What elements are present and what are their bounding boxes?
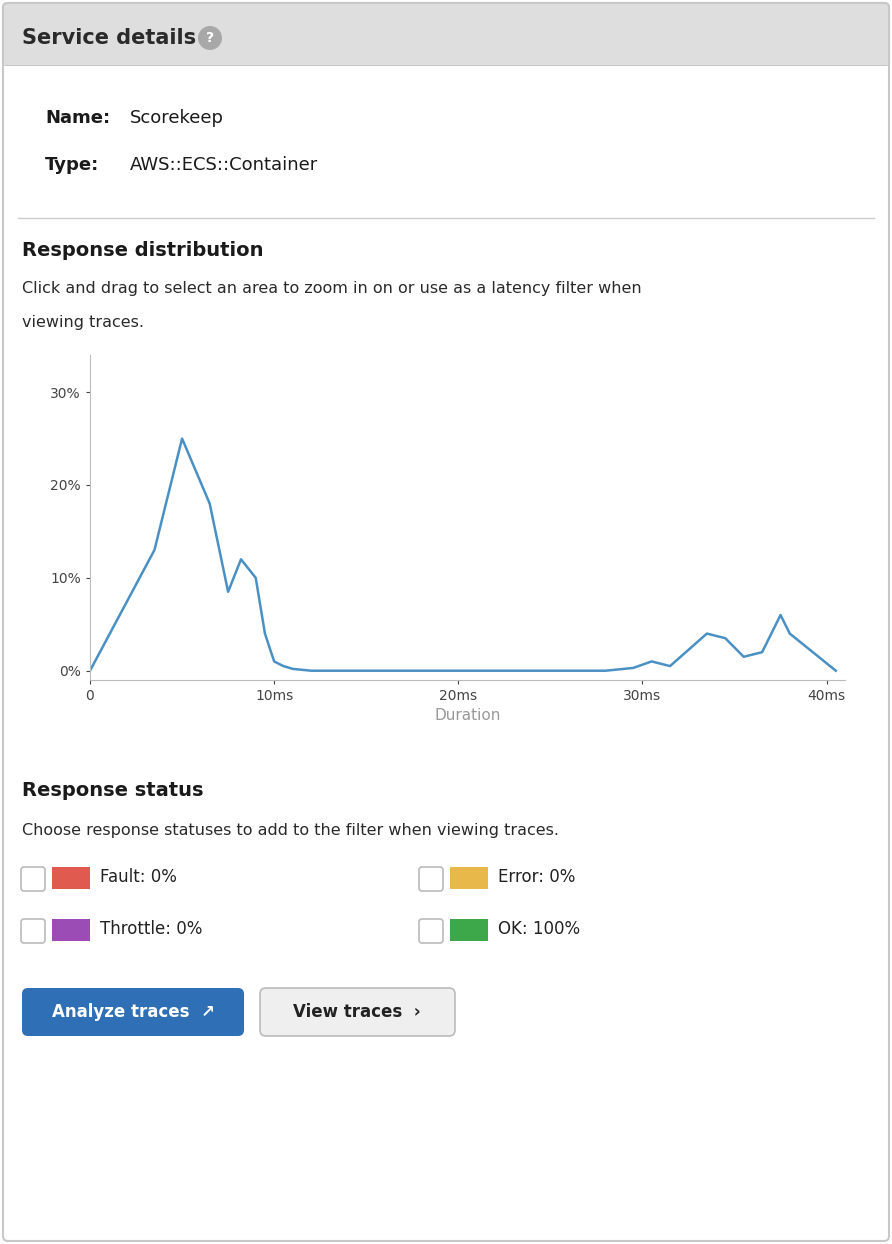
Text: Type:: Type:: [45, 156, 99, 174]
Bar: [3, 2, 889, 65]
FancyBboxPatch shape: [260, 988, 455, 1036]
Bar: [450, 919, 488, 940]
Text: Response status: Response status: [22, 780, 203, 800]
FancyBboxPatch shape: [3, 2, 889, 65]
Text: Throttle: 0%: Throttle: 0%: [100, 921, 202, 938]
Text: Scorekeep: Scorekeep: [130, 109, 224, 127]
FancyBboxPatch shape: [419, 867, 443, 891]
FancyBboxPatch shape: [3, 2, 889, 1242]
Bar: [52, 867, 90, 889]
Text: View traces  ›: View traces ›: [293, 1003, 421, 1021]
Text: Name:: Name:: [45, 109, 110, 127]
Bar: [52, 919, 90, 940]
Text: Service details: Service details: [22, 29, 196, 49]
FancyBboxPatch shape: [22, 988, 244, 1036]
Text: Duration: Duration: [434, 708, 500, 723]
Text: Error: 0%: Error: 0%: [498, 868, 575, 886]
Text: AWS::ECS::Container: AWS::ECS::Container: [130, 156, 318, 174]
Text: Choose response statuses to add to the filter when viewing traces.: Choose response statuses to add to the f…: [22, 822, 559, 837]
FancyBboxPatch shape: [419, 919, 443, 943]
Text: Response distribution: Response distribution: [22, 240, 263, 260]
Text: OK: 100%: OK: 100%: [498, 921, 580, 938]
FancyBboxPatch shape: [21, 919, 45, 943]
Text: Analyze traces  ↗: Analyze traces ↗: [52, 1003, 214, 1021]
Text: Fault: 0%: Fault: 0%: [100, 868, 177, 886]
Circle shape: [198, 26, 222, 50]
FancyBboxPatch shape: [21, 867, 45, 891]
Text: Click and drag to select an area to zoom in on or use as a latency filter when: Click and drag to select an area to zoom…: [22, 280, 641, 296]
Bar: [450, 867, 488, 889]
Bar: [4, 57, 888, 65]
Text: ?: ?: [206, 31, 214, 45]
Text: viewing traces.: viewing traces.: [22, 315, 144, 330]
